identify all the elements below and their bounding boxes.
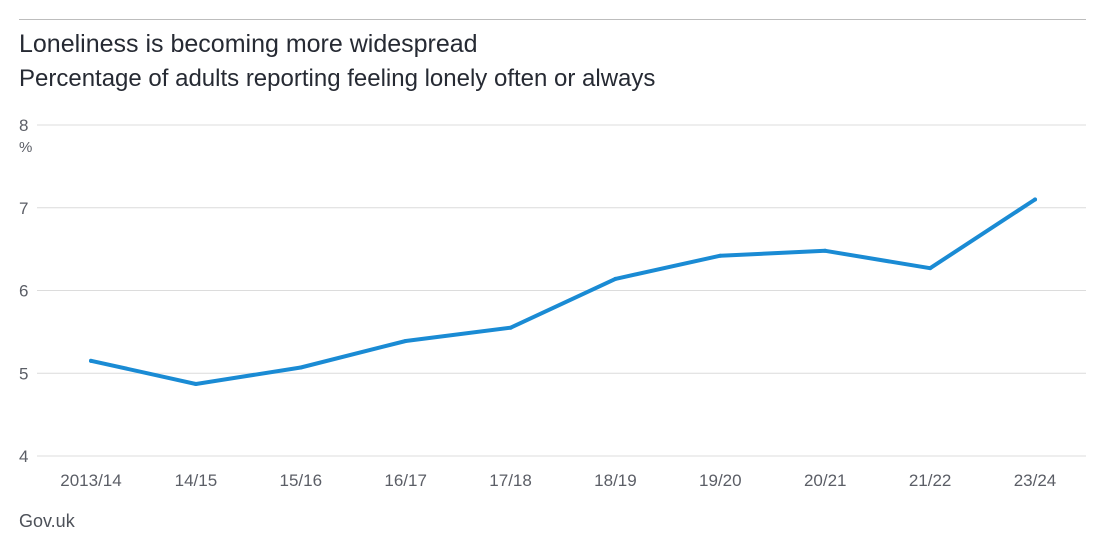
y-axis-unit-label: % [19, 139, 32, 156]
x-tick-label-19-20: 19/20 [699, 471, 742, 490]
x-tick-label-2013-14: 2013/14 [60, 471, 121, 490]
series-line [89, 197, 1037, 386]
data-point-15-16 [298, 365, 303, 370]
data-point-14-15 [193, 382, 198, 387]
chart-subtitle: Percentage of adults reporting feeling l… [19, 65, 656, 92]
y-tick-label-8: 8 [19, 116, 28, 135]
data-point-16-17 [403, 338, 408, 343]
y-tick-label-5: 5 [19, 364, 28, 383]
x-tick-label-16-17: 16/17 [384, 471, 427, 490]
x-tick-label-21-22: 21/22 [909, 471, 952, 490]
data-point-17-18 [508, 325, 513, 330]
series-loneliness [89, 197, 1037, 387]
gridlines [37, 124, 1086, 457]
chart-title: Loneliness is becoming more widespread [19, 30, 478, 58]
x-tick-label-17-18: 17/18 [489, 471, 532, 490]
y-tick-label-7: 7 [19, 199, 28, 218]
x-tick-label-14-15: 14/15 [175, 471, 218, 490]
y-tick-label-6: 6 [19, 282, 28, 301]
x-axis-ticks: 2013/14 14/15 15/16 16/17 17/18 18/19 19/20 20/… [60, 471, 1056, 490]
top-rule [19, 19, 1086, 20]
y-tick-label-4: 4 [19, 447, 28, 466]
x-tick-label-15-16: 15/16 [280, 471, 323, 490]
y-axis-ticks: 4 5 6 7 8 [19, 116, 28, 466]
x-tick-label-23-24: 23/24 [1014, 471, 1057, 490]
data-point-23-24 [1033, 197, 1037, 202]
source-credit: Gov.uk [19, 511, 75, 531]
data-point-20-21 [823, 248, 828, 253]
x-tick-label-20-21: 20/21 [804, 471, 847, 490]
x-tick-label-18-19: 18/19 [594, 471, 637, 490]
data-point-19-20 [718, 253, 723, 258]
data-point-21-22 [928, 266, 933, 271]
data-point-18-19 [613, 276, 618, 281]
data-point-2013-14 [89, 358, 93, 363]
line-chart: 4 5 6 7 8 % 2013/14 14/15 15/16 16/17 17/18 18/19… [19, 116, 1086, 490]
